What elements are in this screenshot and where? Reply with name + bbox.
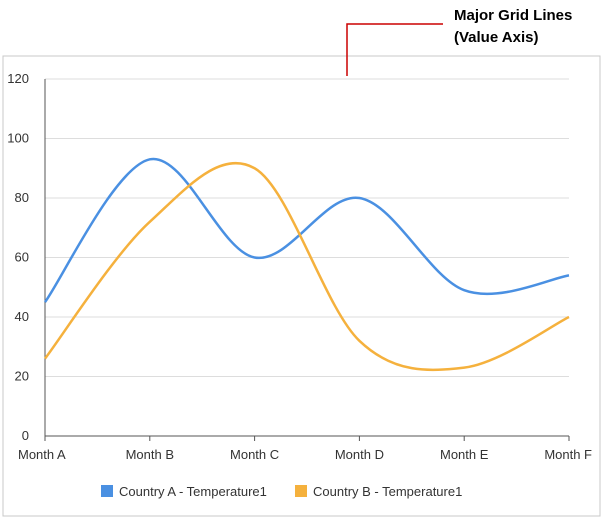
y-tick-label-120: 120 — [7, 71, 29, 86]
legend-label-1: Country B - Temperature1 — [313, 484, 462, 499]
legend-label-0: Country A - Temperature1 — [119, 484, 267, 499]
x-tick-label-4: Month E — [440, 447, 489, 462]
legend-swatch-0 — [101, 485, 113, 497]
chart-border — [2, 55, 601, 517]
callout-annotation: Major Grid Lines (Value Axis) — [346, 7, 572, 76]
series-line-1 — [44, 161, 570, 372]
x-tick-label-5: Month F — [544, 447, 592, 462]
legend-swatch-1 — [295, 485, 307, 497]
y-tick-label-40: 40 — [15, 309, 29, 324]
y-tick-label-80: 80 — [15, 190, 29, 205]
x-tick-label-1: Month B — [126, 447, 174, 462]
y-tick-label-60: 60 — [15, 250, 29, 265]
y-tick-label-0: 0 — [22, 428, 29, 443]
x-tick-label-2: Month C — [230, 447, 279, 462]
y-tick-label-20: 20 — [15, 369, 29, 384]
legend: Country A - Temperature1 Country B - Temp… — [101, 484, 462, 499]
y-tick-label-100: 100 — [7, 131, 29, 146]
callout-leader-line — [346, 23, 443, 76]
series-line-0 — [43, 158, 570, 303]
axes: 0 20 40 60 80 100 120 Month A Month B Month C Mont… — [7, 71, 592, 462]
x-tick-label-0: Month A — [18, 447, 66, 462]
callout-text-line-0: Major Grid Lines — [454, 7, 572, 24]
grid-lines — [45, 78, 569, 377]
callout-text-line-1: (Value Axis) — [454, 29, 538, 46]
series-lines — [43, 158, 570, 372]
x-tick-label-3: Month D — [335, 447, 384, 462]
